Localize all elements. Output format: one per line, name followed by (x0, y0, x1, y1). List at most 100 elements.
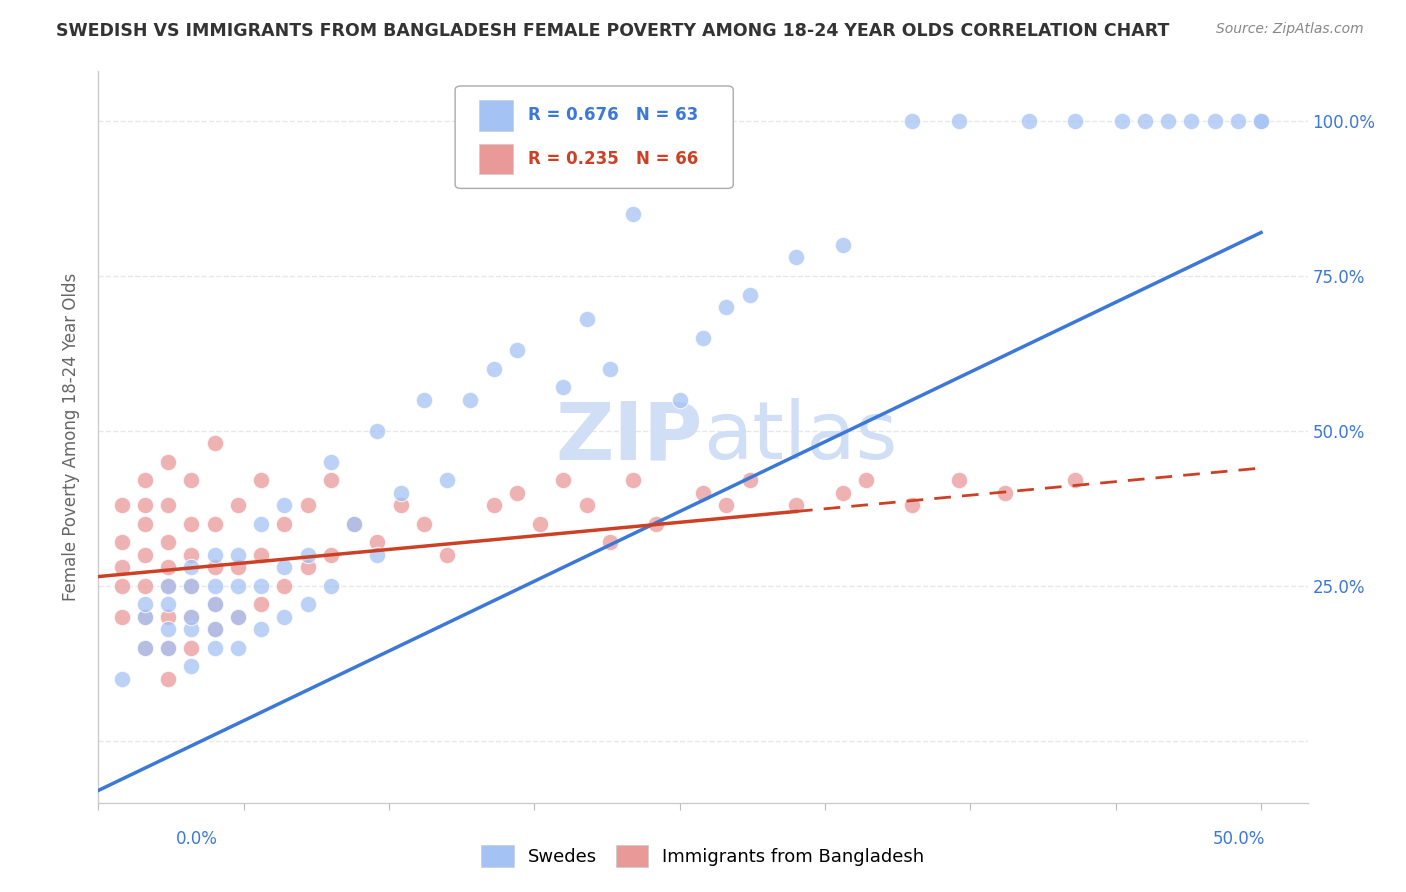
Swedes (1180, 114, 1202, 128)
Immigrants from Bangladesh (436, 548, 458, 562)
Swedes (297, 548, 319, 562)
Swedes (436, 474, 458, 488)
Swedes (366, 548, 388, 562)
Swedes (250, 622, 273, 636)
Swedes (413, 392, 436, 407)
Text: 50.0%: 50.0% (1213, 830, 1265, 847)
Immigrants from Bangladesh (134, 640, 156, 655)
Immigrants from Bangladesh (785, 498, 807, 512)
Immigrants from Bangladesh (901, 498, 924, 512)
Swedes (180, 622, 202, 636)
Text: R = 0.235   N = 66: R = 0.235 N = 66 (527, 150, 697, 168)
Immigrants from Bangladesh (157, 560, 180, 574)
Swedes (1204, 114, 1226, 128)
Swedes (273, 610, 295, 624)
Immigrants from Bangladesh (599, 535, 621, 549)
Immigrants from Bangladesh (855, 474, 877, 488)
Immigrants from Bangladesh (575, 498, 598, 512)
Immigrants from Bangladesh (111, 535, 134, 549)
Immigrants from Bangladesh (553, 474, 575, 488)
Swedes (1250, 114, 1272, 128)
Swedes (180, 560, 202, 574)
Immigrants from Bangladesh (621, 474, 644, 488)
Immigrants from Bangladesh (204, 598, 226, 612)
Swedes (250, 579, 273, 593)
Swedes (111, 672, 134, 686)
Y-axis label: Female Poverty Among 18-24 Year Olds: Female Poverty Among 18-24 Year Olds (62, 273, 80, 601)
Immigrants from Bangladesh (366, 535, 388, 549)
Immigrants from Bangladesh (157, 610, 180, 624)
Text: atlas: atlas (703, 398, 897, 476)
Swedes (1157, 114, 1180, 128)
Immigrants from Bangladesh (111, 610, 134, 624)
Swedes (250, 516, 273, 531)
Immigrants from Bangladesh (250, 474, 273, 488)
Immigrants from Bangladesh (250, 598, 273, 612)
Immigrants from Bangladesh (645, 516, 668, 531)
Swedes (948, 114, 970, 128)
Immigrants from Bangladesh (157, 672, 180, 686)
Swedes (668, 392, 690, 407)
Legend: Swedes, Immigrants from Bangladesh: Swedes, Immigrants from Bangladesh (474, 838, 932, 874)
Swedes (273, 560, 295, 574)
Immigrants from Bangladesh (529, 516, 551, 531)
Swedes (204, 640, 226, 655)
Swedes (273, 498, 295, 512)
Swedes (180, 659, 202, 673)
Immigrants from Bangladesh (204, 516, 226, 531)
Immigrants from Bangladesh (482, 498, 505, 512)
Swedes (1018, 114, 1040, 128)
FancyBboxPatch shape (456, 86, 734, 188)
Swedes (553, 380, 575, 394)
Immigrants from Bangladesh (226, 560, 249, 574)
Swedes (716, 300, 738, 314)
Swedes (366, 424, 388, 438)
Immigrants from Bangladesh (250, 548, 273, 562)
Swedes (319, 455, 342, 469)
Immigrants from Bangladesh (319, 474, 342, 488)
Immigrants from Bangladesh (716, 498, 738, 512)
Immigrants from Bangladesh (180, 474, 202, 488)
Swedes (1250, 114, 1272, 128)
Swedes (157, 640, 180, 655)
Swedes (226, 579, 249, 593)
Swedes (1111, 114, 1133, 128)
Swedes (204, 598, 226, 612)
Immigrants from Bangladesh (273, 579, 295, 593)
Immigrants from Bangladesh (319, 548, 342, 562)
Swedes (319, 579, 342, 593)
Immigrants from Bangladesh (180, 610, 202, 624)
Immigrants from Bangladesh (157, 535, 180, 549)
Immigrants from Bangladesh (180, 548, 202, 562)
Swedes (134, 598, 156, 612)
Immigrants from Bangladesh (692, 486, 714, 500)
Swedes (460, 392, 482, 407)
Immigrants from Bangladesh (948, 474, 970, 488)
Swedes (134, 610, 156, 624)
Immigrants from Bangladesh (180, 640, 202, 655)
Swedes (157, 598, 180, 612)
Immigrants from Bangladesh (134, 474, 156, 488)
Immigrants from Bangladesh (226, 610, 249, 624)
Immigrants from Bangladesh (738, 474, 761, 488)
Swedes (180, 579, 202, 593)
FancyBboxPatch shape (479, 144, 513, 175)
Swedes (1133, 114, 1156, 128)
Immigrants from Bangladesh (134, 548, 156, 562)
Swedes (204, 548, 226, 562)
Swedes (226, 640, 249, 655)
Swedes (506, 343, 529, 358)
Swedes (901, 114, 924, 128)
Swedes (157, 622, 180, 636)
Immigrants from Bangladesh (111, 579, 134, 593)
Immigrants from Bangladesh (180, 516, 202, 531)
Swedes (1064, 114, 1087, 128)
Swedes (692, 331, 714, 345)
Swedes (180, 610, 202, 624)
Swedes (226, 548, 249, 562)
Immigrants from Bangladesh (180, 579, 202, 593)
Immigrants from Bangladesh (226, 498, 249, 512)
Swedes (575, 312, 598, 326)
Swedes (738, 287, 761, 301)
Immigrants from Bangladesh (389, 498, 412, 512)
